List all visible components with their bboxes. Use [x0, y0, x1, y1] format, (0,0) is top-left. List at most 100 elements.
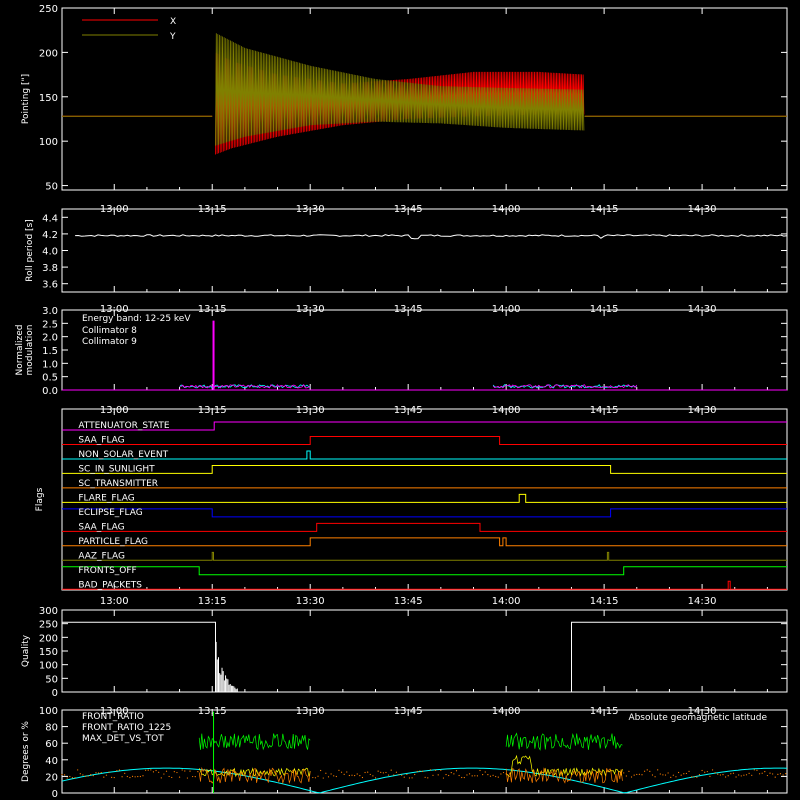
- max-det-vs-tot-dot: [453, 773, 455, 775]
- max-det-vs-tot-dot: [662, 774, 664, 776]
- max-det-vs-tot-dot: [505, 773, 507, 775]
- max-det-vs-tot-dot: [348, 774, 350, 777]
- series-front-ratio-1225-line: [505, 732, 623, 751]
- max-det-vs-tot-dot: [683, 773, 685, 775]
- max-det-vs-tot-dot: [189, 770, 191, 772]
- panel-4: 13:00 13:15 13:30 13:45 14:00 14:15 14:30 Flags…: [35, 408, 788, 607]
- max-det-vs-tot-dot: [651, 774, 654, 776]
- max-det-vs-tot-dot: [738, 774, 740, 776]
- max-det-vs-tot-dot: [71, 777, 74, 779]
- max-det-vs-tot-dot: [740, 775, 742, 777]
- max-det-vs-tot-dot: [766, 774, 769, 777]
- max-det-vs-tot-dot: [163, 773, 165, 775]
- max-det-vs-tot-dot: [150, 769, 152, 771]
- y-tick-label: 150: [39, 93, 58, 104]
- max-det-vs-tot-dot: [173, 771, 175, 773]
- max-det-vs-tot-dot: [171, 776, 173, 779]
- flag-label: SAA_FLAG: [78, 522, 124, 532]
- x-tick-label: 14:30: [688, 596, 717, 607]
- max-det-vs-tot-dot: [165, 770, 168, 772]
- flag-label: AAZ_FLAG: [78, 551, 125, 561]
- y-tick-label: 0.0: [42, 386, 58, 397]
- series-max-det-vs-tot-line: [505, 767, 623, 784]
- max-det-vs-tot-dot: [152, 771, 155, 773]
- legend-geomagnetic-latitude: Absolute geomagnetic latitude: [628, 713, 767, 723]
- max-det-vs-tot-dot: [197, 770, 199, 773]
- max-det-vs-tot-dot: [429, 769, 431, 771]
- max-det-vs-tot-dot: [184, 770, 186, 772]
- max-det-vs-tot-dot: [111, 776, 113, 778]
- max-det-vs-tot-dot: [340, 771, 343, 773]
- max-det-vs-tot-dot: [466, 774, 468, 776]
- max-det-vs-tot-dot: [118, 769, 121, 771]
- y-tick-label: 80: [45, 723, 58, 734]
- series-Y-oscillation: [215, 33, 585, 146]
- max-det-vs-tot-dot: [147, 769, 149, 771]
- series-Collimator-9-line: [492, 384, 638, 389]
- panel-6: 0 20 40 60 80 100 Degrees or % FRONT_RATIOFRONT…: [21, 706, 788, 800]
- y-tick-label: 60: [45, 739, 58, 750]
- max-det-vs-tot-dot: [398, 773, 400, 776]
- max-det-vs-tot-dot: [698, 773, 701, 776]
- max-det-vs-tot-dot: [785, 773, 787, 775]
- max-det-vs-tot-dot: [756, 769, 758, 771]
- x-tick-label: 14:00: [492, 596, 521, 607]
- max-det-vs-tot-dot: [502, 771, 505, 774]
- y-axis-label: Roll period [s]: [25, 219, 35, 281]
- max-det-vs-tot-dot: [403, 776, 405, 778]
- max-det-vs-tot-dot: [654, 776, 656, 778]
- x-tick-label: 13:45: [394, 596, 423, 607]
- max-det-vs-tot-dot: [186, 777, 189, 779]
- max-det-vs-tot-dot: [61, 773, 63, 776]
- flag-bad-packets-trace: [62, 580, 787, 590]
- max-det-vs-tot-dot: [327, 776, 330, 778]
- max-det-vs-tot-dot: [338, 769, 340, 771]
- max-det-vs-tot-dot: [395, 771, 398, 773]
- y-tick-label: 150: [39, 647, 58, 658]
- max-det-vs-tot-dot: [664, 774, 667, 776]
- max-det-vs-tot-dot: [79, 773, 81, 775]
- max-det-vs-tot-dot: [351, 774, 353, 776]
- y-tick-label: 2.5: [42, 319, 58, 330]
- max-det-vs-tot-dot: [142, 775, 144, 777]
- max-det-vs-tot-dot: [727, 775, 729, 777]
- max-det-vs-tot-dot: [500, 773, 502, 775]
- max-det-vs-tot-dot: [440, 769, 442, 771]
- max-det-vs-tot-dot: [134, 776, 136, 778]
- panel-frame: [61, 408, 788, 591]
- energy-band-annotation: Energy band: 12-25 keV: [82, 314, 191, 324]
- max-det-vs-tot-dot: [437, 774, 439, 776]
- max-det-vs-tot-dot: [649, 770, 651, 772]
- max-det-vs-tot-dot: [497, 776, 499, 778]
- y-tick-label: 4.4: [42, 213, 58, 224]
- max-det-vs-tot-dot: [343, 773, 345, 775]
- max-det-vs-tot-dot: [455, 770, 458, 772]
- max-det-vs-tot-dot: [380, 771, 382, 773]
- max-det-vs-tot-dot: [704, 771, 706, 773]
- max-det-vs-tot-dot: [374, 777, 377, 779]
- flag-label: NON_SOLAR_EVENT: [78, 450, 168, 460]
- max-det-vs-tot-dot: [442, 777, 445, 779]
- max-det-vs-tot-dot: [84, 775, 87, 777]
- y-tick-label: 3.8: [42, 263, 58, 274]
- max-det-vs-tot-dot: [92, 774, 94, 777]
- max-det-vs-tot-dot: [192, 775, 194, 778]
- max-det-vs-tot-dot: [630, 776, 633, 778]
- max-det-vs-tot-dot: [479, 769, 481, 772]
- max-det-vs-tot-dot: [181, 769, 183, 771]
- flag-sc-in-sunlight-trace: [62, 465, 787, 474]
- max-det-vs-tot-dot: [769, 772, 771, 774]
- y-tick-label: 100: [39, 661, 58, 672]
- max-det-vs-tot-dot: [103, 776, 105, 778]
- flag-aaz-flag-trace: [62, 551, 787, 561]
- y-axis-label: Degrees or %: [21, 721, 31, 782]
- quality-segment: [571, 621, 788, 692]
- max-det-vs-tot-dot: [487, 774, 489, 776]
- y-tick-label: 2.0: [42, 333, 58, 344]
- max-det-vs-tot-dot: [748, 772, 750, 774]
- max-det-vs-tot-dot: [722, 773, 724, 776]
- max-det-vs-tot-dot: [636, 773, 638, 776]
- y-tick-label: 3.0: [42, 306, 58, 317]
